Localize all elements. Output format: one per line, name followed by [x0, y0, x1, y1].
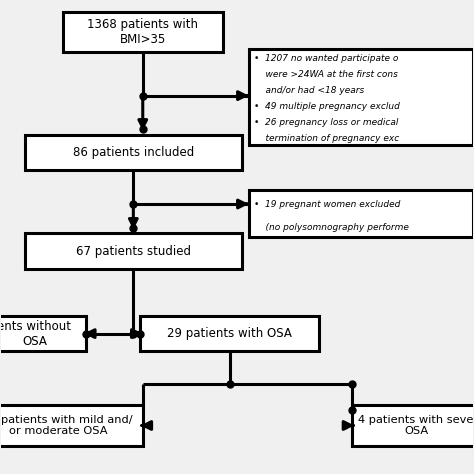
- Text: termination of pregnancy exc: termination of pregnancy exc: [255, 134, 400, 143]
- FancyBboxPatch shape: [25, 234, 242, 269]
- Text: (no polysomnography performe: (no polysomnography performe: [255, 223, 410, 232]
- Text: •  49 multiple pregnancy exclud: • 49 multiple pregnancy exclud: [255, 102, 401, 111]
- Text: 1368 patients with
BMI>35: 1368 patients with BMI>35: [87, 18, 198, 46]
- Text: •  1207 no wanted participate o: • 1207 no wanted participate o: [255, 54, 399, 63]
- Text: and/or had <18 years: and/or had <18 years: [255, 86, 365, 95]
- Text: 29 patients with OSA: 29 patients with OSA: [167, 327, 292, 340]
- FancyBboxPatch shape: [63, 12, 223, 52]
- Text: 4 patients with seve
OSA: 4 patients with seve OSA: [358, 415, 474, 436]
- FancyBboxPatch shape: [0, 316, 86, 351]
- Text: •  26 pregnancy loss or medical: • 26 pregnancy loss or medical: [255, 118, 399, 127]
- FancyBboxPatch shape: [249, 190, 473, 237]
- FancyBboxPatch shape: [249, 48, 473, 145]
- FancyBboxPatch shape: [140, 316, 319, 351]
- Text: were >24WA at the first cons: were >24WA at the first cons: [255, 70, 398, 79]
- Text: ents without
OSA: ents without OSA: [0, 319, 72, 347]
- Text: •  19 pregnant women excluded: • 19 pregnant women excluded: [255, 200, 401, 209]
- Text: 86 patients included: 86 patients included: [73, 146, 194, 159]
- Text: 67 patients studied: 67 patients studied: [76, 245, 191, 258]
- FancyBboxPatch shape: [0, 405, 143, 446]
- FancyBboxPatch shape: [25, 135, 242, 170]
- Text: 25 patients with mild and/
or moderate OSA: 25 patients with mild and/ or moderate O…: [0, 415, 133, 436]
- FancyBboxPatch shape: [353, 405, 474, 446]
